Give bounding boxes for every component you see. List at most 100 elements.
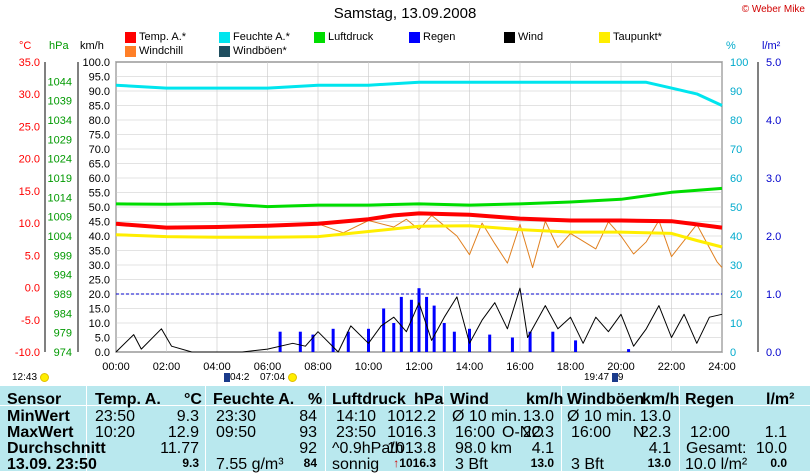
trend-up-icon: ↑ xyxy=(393,456,400,470)
header-wind-unit: km/h xyxy=(526,391,564,408)
temp-value: 9.3 xyxy=(176,408,199,425)
temp-tick-label: 15.0 xyxy=(19,186,40,198)
wind-tick-label: 70.0 xyxy=(89,144,110,156)
header-rain-unit: l/m² xyxy=(766,391,795,408)
pressure-line xyxy=(115,186,723,209)
rain-bar xyxy=(442,323,446,352)
header-rain: Regen xyxy=(685,391,734,408)
sunrise2-info: 07:04 xyxy=(260,372,297,383)
header-sensor: Sensor xyxy=(7,391,62,408)
weather-state: sonnig xyxy=(332,456,380,473)
pressure-tick-label: 984 xyxy=(54,308,72,320)
wind-tick-label: 60.0 xyxy=(89,173,110,185)
humidity-tick-label: 50 xyxy=(730,202,742,214)
table-col-divider xyxy=(325,386,326,471)
humidity-tick-label: 40 xyxy=(730,231,742,243)
header-temp: Temp. A. xyxy=(95,391,161,408)
pressure-tick-label: 1009 xyxy=(48,212,72,224)
wind-line xyxy=(115,287,723,353)
wind-tick-label: 0.0 xyxy=(95,347,110,359)
wind-direction: O-NO xyxy=(502,424,544,441)
humidity-tick-label: 10 xyxy=(730,318,742,330)
pressure-tick-label: 979 xyxy=(54,328,72,340)
wind-distance: 98.0 km xyxy=(455,440,512,457)
rain-tick-label: 5.0 xyxy=(766,57,781,69)
rain-current: 0.0 xyxy=(770,456,787,470)
pressure-tick-label: 974 xyxy=(54,347,72,359)
x-tick-label: 18:00 xyxy=(557,361,585,373)
gust-current: 13.0 xyxy=(647,456,671,470)
header-wind: Wind xyxy=(450,391,489,408)
rain-bar xyxy=(399,296,403,352)
wind-tick-label: 30.0 xyxy=(89,260,110,272)
pressure-unit: hPa xyxy=(49,40,69,52)
summary-table xyxy=(0,386,810,471)
rain-bar xyxy=(432,305,436,352)
table-header-divider xyxy=(0,405,810,406)
wind-tick-label: 55.0 xyxy=(89,188,110,200)
header-humidity: Feuchte A. xyxy=(213,391,295,408)
temp-tick-label: 10.0 xyxy=(19,218,40,230)
x-tick-label: 02:00 xyxy=(153,361,181,373)
rain-value: 1.1 xyxy=(764,424,787,441)
pressure-value: 1012.2 xyxy=(387,408,436,425)
x-tick-label: 06:00 xyxy=(254,361,282,373)
legend-temp: Temp. A.* xyxy=(125,31,186,43)
header-gusts-unit: km/h xyxy=(642,391,680,408)
table-col-divider xyxy=(205,386,206,471)
wind-value: 4.1 xyxy=(531,440,554,457)
humidity-tick-label: 60 xyxy=(730,173,742,185)
wind-tick-label: 65.0 xyxy=(89,159,110,171)
moonrise-info: 04:2 xyxy=(224,372,249,383)
header-humidity-unit: % xyxy=(308,391,323,408)
wind-tick-label: 85.0 xyxy=(89,101,110,113)
sun-icon-2 xyxy=(287,372,297,382)
rain-value: 10.0 xyxy=(755,440,787,457)
rain-bar xyxy=(574,340,578,352)
temp-value: 12.9 xyxy=(167,424,199,441)
x-tick-label: 14:00 xyxy=(456,361,484,373)
rain-tick-label: 0.0 xyxy=(766,347,781,359)
humidity-tick-label: 20 xyxy=(730,289,742,301)
humidity-tick-label: 0 xyxy=(730,347,736,359)
temp-tick-label: 0.0 xyxy=(25,283,40,295)
wind-tick-label: 15.0 xyxy=(89,304,110,316)
pressure-current: ↑1016.3 xyxy=(393,456,436,470)
legend-rain: Regen xyxy=(409,31,455,43)
legend-pressure: Luftdruck xyxy=(314,31,373,43)
header-temp-unit: °C xyxy=(184,391,202,408)
pressure-tick-label: 1029 xyxy=(48,134,72,146)
rain-bar xyxy=(417,288,421,352)
x-tick-label: 22:00 xyxy=(658,361,686,373)
rain-bar xyxy=(367,328,370,352)
pressure-tick-label: 989 xyxy=(54,289,72,301)
wind-tick-label: 80.0 xyxy=(89,115,110,127)
rain-bar xyxy=(468,328,471,352)
pressure-tick-label: 1039 xyxy=(48,96,72,108)
pressure-tick-label: 1014 xyxy=(48,192,72,204)
rain-label: Gesamt: xyxy=(686,440,747,457)
pressure-value: 1013.8 xyxy=(387,440,436,457)
x-tick-label: 08:00 xyxy=(304,361,332,373)
temp-tick-label: 25.0 xyxy=(19,121,40,133)
legend-windchill: Windchill xyxy=(125,45,183,57)
rain-bar xyxy=(551,331,555,352)
wind-tick-label: 40.0 xyxy=(89,231,110,243)
row-label: MaxWert xyxy=(7,424,74,441)
rain-tick-label: 4.0 xyxy=(766,115,781,127)
legend-wind: Wind xyxy=(504,31,543,43)
gust-direction: N xyxy=(633,424,645,441)
windchill-line xyxy=(115,214,723,269)
wind-tick-label: 50.0 xyxy=(89,202,110,214)
weather-chart: 35.0 30.0 25.0 20.0 15.0 10.0 5.0 0.0 -5.0 -10.0 1… xyxy=(15,57,781,373)
pressure-tick-label: 999 xyxy=(54,250,72,262)
temperature-line xyxy=(115,211,723,230)
header-pressure: Luftdruck xyxy=(332,391,406,408)
table-col-divider xyxy=(86,386,87,471)
rain-unit: l/m² xyxy=(762,40,781,52)
moon-icon xyxy=(224,372,230,382)
rain-tick-label: 1.0 xyxy=(766,289,781,301)
row-label: MinWert xyxy=(7,408,70,425)
temp-tick-label: 30.0 xyxy=(19,89,40,101)
temp-tick-label: -10.0 xyxy=(15,347,40,359)
